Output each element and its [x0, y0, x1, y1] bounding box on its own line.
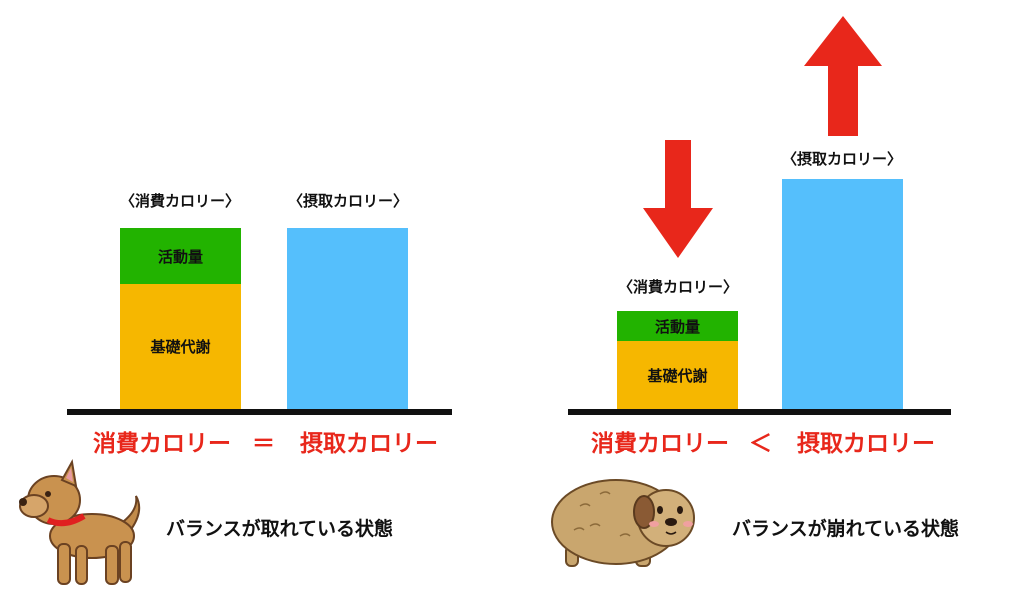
activity-segment: 活動量 [617, 311, 738, 341]
caption-balanced: バランスが取れている状態 [166, 518, 394, 540]
intake-bar [287, 228, 408, 409]
consumption-label: 〈消費カロリー〉 [119, 192, 240, 210]
fat-dog-icon [550, 466, 702, 570]
intake-label: 〈摂取カロリー〉 [781, 150, 902, 168]
baseline [67, 409, 452, 415]
activity-label: 活動量 [157, 247, 203, 266]
consumption-bar: 活動量 基礎代謝 [617, 311, 738, 409]
less-than-sign: ＜ [749, 431, 772, 457]
intake-bar [782, 179, 903, 409]
bmr-label: 基礎代謝 [647, 366, 708, 385]
equals-sign: ＝ [252, 431, 275, 457]
arrow-up-icon [804, 16, 882, 136]
activity-segment: 活動量 [120, 228, 241, 284]
equation-right: 摂取カロリー [300, 431, 438, 457]
equation-left: 消費カロリー [591, 431, 729, 457]
dog-icon [14, 458, 154, 590]
bmr-label: 基礎代謝 [150, 338, 211, 356]
bmr-segment: 基礎代謝 [120, 284, 241, 409]
intake-label: 〈摂取カロリー〉 [287, 192, 408, 210]
equation-left: 消費カロリー [93, 431, 231, 457]
consumption-bar: 活動量 基礎代謝 [120, 228, 241, 409]
caption-unbalanced: バランスが崩れている状態 [732, 518, 960, 540]
arrow-down-icon [643, 140, 713, 258]
equation-right: 摂取カロリー [797, 431, 935, 457]
bmr-segment: 基礎代謝 [617, 341, 738, 409]
baseline [568, 409, 951, 415]
activity-label: 活動量 [654, 317, 700, 336]
consumption-label: 〈消費カロリー〉 [617, 278, 738, 296]
